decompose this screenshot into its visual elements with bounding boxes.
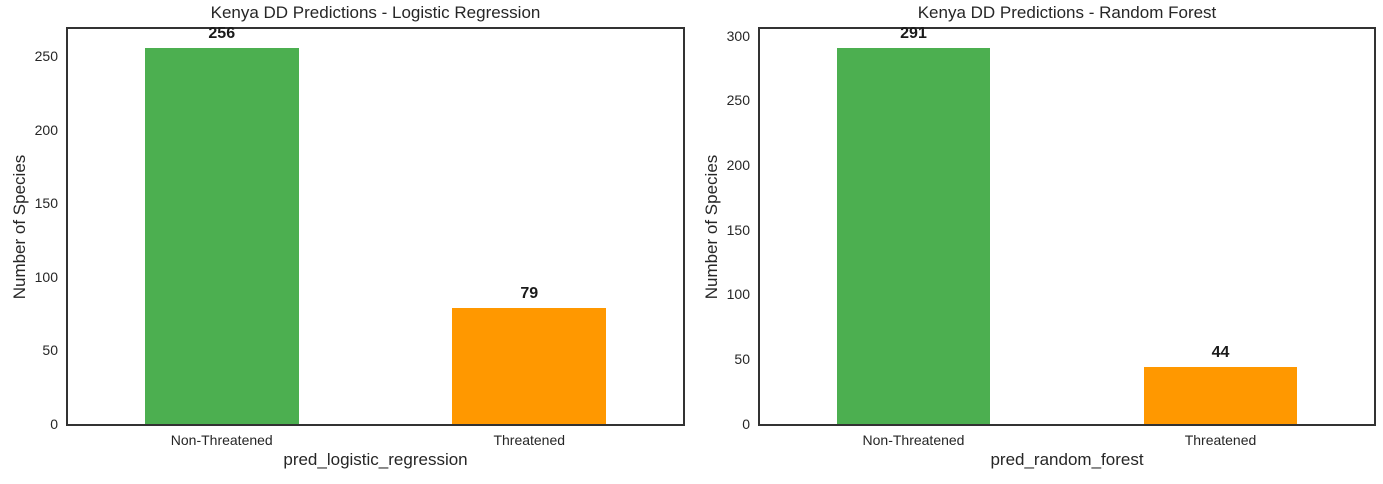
bar-non-threatened bbox=[144, 47, 299, 424]
x-axis-label: pred_random_forest bbox=[990, 450, 1144, 469]
chart-title: Kenya DD Predictions - Logistic Regressi… bbox=[210, 3, 541, 22]
x-tick-label: Non-Threatened bbox=[862, 432, 965, 448]
bar-threatened bbox=[1143, 367, 1298, 424]
bar-non-threatened bbox=[836, 47, 991, 424]
y-tick-label: 100 bbox=[726, 286, 750, 303]
y-tick-label: 300 bbox=[726, 27, 750, 44]
y-tick-label: 150 bbox=[34, 195, 58, 212]
x-tick-label: Non-Threatened bbox=[170, 432, 273, 448]
chart-random-forest: Kenya DD Predictions - Random Forest Num… bbox=[693, 0, 1383, 484]
bar-value-label: 79 bbox=[520, 284, 539, 302]
plot-area: Kenya DD Predictions - Logistic Regressi… bbox=[10, 3, 685, 469]
x-tick-label: Threatened bbox=[1184, 432, 1257, 448]
x-axis-label: pred_logistic_regression bbox=[283, 450, 468, 469]
bar-value-label: 291 bbox=[900, 24, 927, 42]
chart-logistic-regression: Kenya DD Predictions - Logistic Regressi… bbox=[10, 3, 685, 469]
y-tick-label: 150 bbox=[726, 221, 750, 238]
chart-title: Kenya DD Predictions - Random Forest bbox=[917, 3, 1217, 22]
y-tick-label: 250 bbox=[726, 92, 750, 109]
bar-value-label: 44 bbox=[1211, 344, 1230, 362]
y-tick-label: 250 bbox=[34, 48, 58, 65]
y-tick-label: 50 bbox=[734, 350, 750, 367]
x-tick-label: Threatened bbox=[493, 432, 566, 448]
y-tick-label: 50 bbox=[42, 342, 58, 359]
y-tick-label: 0 bbox=[50, 415, 58, 432]
y-tick-label: 200 bbox=[726, 156, 750, 173]
y-tick-label: 100 bbox=[34, 268, 58, 285]
bar-threatened bbox=[452, 307, 607, 424]
bar-value-label: 256 bbox=[208, 24, 236, 42]
plot-area: Kenya DD Predictions - Random Forest Num… bbox=[702, 3, 1376, 469]
y-tick-label: 200 bbox=[34, 121, 58, 138]
y-tick-label: 0 bbox=[742, 415, 750, 432]
